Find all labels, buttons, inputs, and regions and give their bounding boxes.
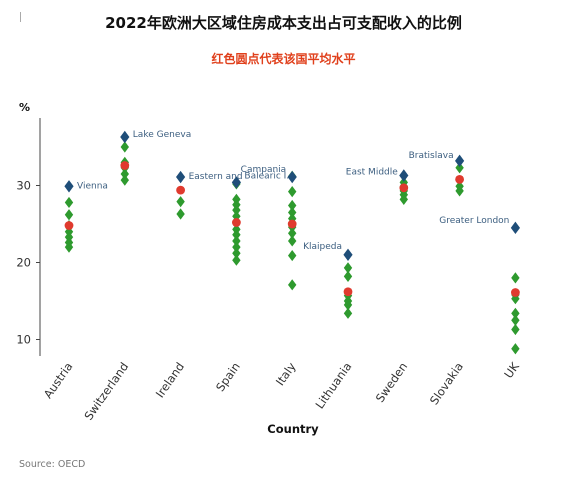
region-point — [232, 241, 241, 253]
region-point — [232, 247, 241, 259]
region-point — [176, 208, 185, 220]
category-labels: Austria Switzerland Ireland Spain Italy Lithu… — [41, 359, 522, 422]
category-label: Spain — [213, 360, 243, 394]
highlight-label: Balearic I. — [244, 171, 289, 181]
average-point — [287, 219, 297, 229]
region-point — [288, 227, 297, 239]
average-point — [399, 183, 409, 193]
y-tick-label: 30 — [16, 179, 31, 193]
highlight-point — [399, 169, 409, 182]
region-point — [511, 323, 520, 336]
region-point — [120, 168, 129, 180]
highlight-point — [64, 180, 74, 193]
region-point — [511, 307, 520, 319]
region-point — [232, 193, 241, 205]
highlight-point — [510, 221, 520, 235]
region-point — [64, 209, 74, 221]
highlight-label: Campania — [241, 165, 287, 175]
highlight-point — [287, 170, 297, 184]
region-point — [343, 262, 353, 274]
region-point — [511, 314, 520, 326]
highlight-label: Greater London — [439, 216, 509, 226]
highlight-label: Vienna — [77, 181, 108, 191]
region-point — [232, 223, 241, 235]
region-point — [288, 206, 297, 219]
y-tick-label: 20 — [16, 256, 31, 270]
region-point — [232, 235, 241, 247]
highlight-point — [455, 154, 465, 168]
average-point — [343, 287, 353, 297]
region-point — [232, 254, 241, 266]
chart-title: 2022年欧洲大区域住房成本支出占可支配收入的比例 — [105, 14, 462, 32]
category-label: UK — [501, 359, 522, 380]
highlight-label: Lake Geneva — [133, 130, 191, 140]
highlight-label: Klaipeda — [303, 242, 342, 252]
region-point — [288, 199, 297, 212]
x-axis-title: Country — [267, 422, 319, 436]
category-label: Italy — [273, 360, 299, 389]
region-point — [288, 249, 297, 262]
highlight-point — [120, 130, 130, 144]
highlight-point — [231, 176, 241, 189]
axis-layer: % Country — [19, 101, 319, 436]
data-marks — [64, 130, 520, 355]
highlight-label: Bratislava — [409, 151, 454, 161]
average-point — [511, 288, 520, 297]
highlight-label: East Middle — [346, 167, 398, 177]
average-point — [64, 221, 74, 230]
category-label: Switzerland — [81, 360, 131, 423]
y-axis-unit: % — [19, 101, 30, 114]
y-ticks: 10 20 30 — [16, 179, 40, 347]
highlight-point — [343, 248, 353, 261]
region-point — [288, 186, 297, 198]
category-label: Ireland — [153, 360, 187, 401]
region-point — [343, 307, 353, 319]
average-point — [120, 161, 130, 170]
average-point — [176, 185, 186, 195]
region-point — [455, 162, 464, 174]
category-label: Slovakia — [427, 360, 466, 408]
region-point — [288, 235, 297, 247]
chart-subtitle: 红色圆点代表该国平均水平 — [211, 52, 356, 66]
y-tick-label: 10 — [16, 333, 31, 347]
region-point — [288, 279, 297, 291]
average-point — [455, 174, 464, 184]
region-point — [343, 270, 353, 282]
highlight-point — [176, 170, 186, 184]
source-note: Source: OECD — [19, 459, 86, 470]
region-point — [120, 141, 129, 153]
region-point — [455, 180, 464, 192]
category-label: Sweden — [373, 360, 411, 405]
category-label: Lithuania — [312, 360, 354, 412]
region-point — [64, 196, 74, 209]
category-label: Austria — [41, 360, 76, 401]
average-point — [232, 218, 241, 227]
highlight-label: Eastern and — [189, 172, 243, 182]
region-point — [511, 272, 520, 284]
corner-mark — [20, 12, 21, 22]
region-point — [120, 174, 129, 186]
highlight-labels: Vienna Lake Geneva Eastern and Balearic I.C… — [77, 130, 509, 252]
region-point — [511, 343, 520, 355]
region-point — [176, 196, 185, 208]
